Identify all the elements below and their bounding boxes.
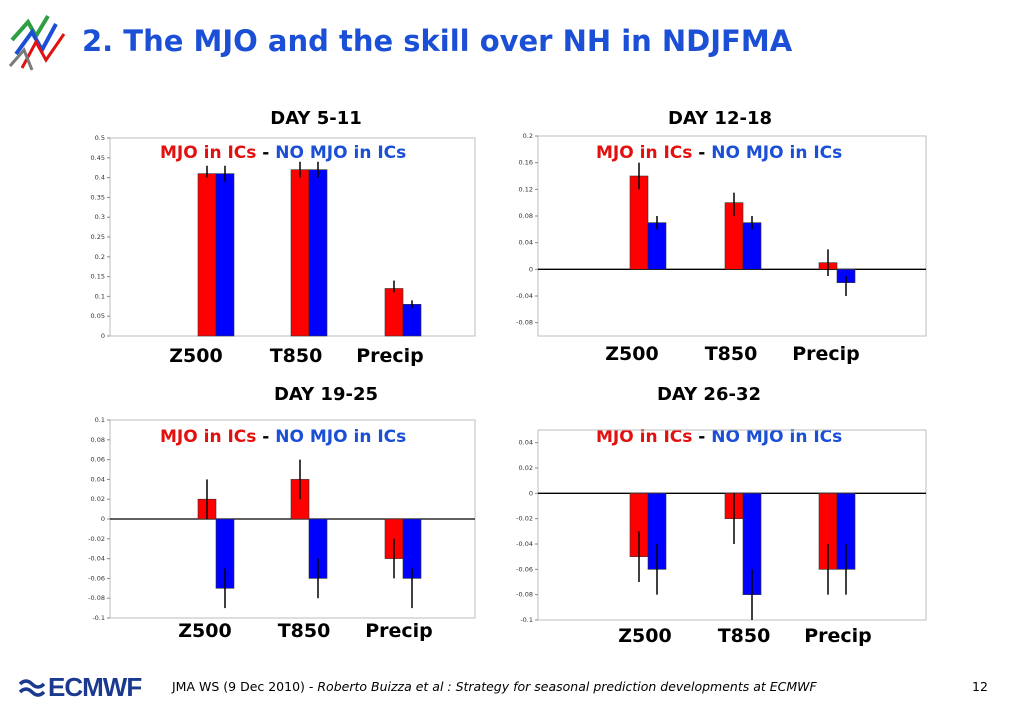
- y-tick-label: 0.08: [519, 212, 533, 220]
- footer-prefix: JMA WS (9 Dec 2010) -: [172, 679, 318, 694]
- y-tick-label: 0: [101, 515, 105, 523]
- page-number: 12: [972, 679, 988, 694]
- y-tick-label: -0.08: [516, 591, 533, 599]
- chart-day-19-25: -0.1-0.08-0.06-0.04-0.0200.020.040.060.0…: [88, 416, 476, 622]
- y-tick-label: 0.02: [519, 464, 533, 472]
- y-tick-label: -0.06: [88, 574, 105, 582]
- legend-separator: -: [692, 427, 712, 447]
- legend-mjo: MJO in ICs: [596, 143, 693, 163]
- bar-no-mjo: [647, 222, 667, 270]
- y-tick-label: -0.1: [92, 614, 105, 622]
- footer-italic: Roberto Buizza et al : Strategy for seas…: [317, 679, 817, 694]
- legend-panel-4: MJO in ICs - NO MJO in ICs: [596, 427, 842, 447]
- legend-panel-1: MJO in ICs - NO MJO in ICs: [160, 143, 406, 163]
- y-tick-label: 0: [529, 265, 533, 273]
- y-tick-label: -0.04: [516, 540, 533, 548]
- y-tick-label: -0.04: [516, 292, 533, 300]
- legend-mjo: MJO in ICs: [596, 427, 693, 447]
- y-tick-label: 0.2: [95, 253, 105, 261]
- y-tick-label: -0.04: [88, 555, 105, 563]
- category-label: Z500: [605, 343, 659, 365]
- y-tick-label: -0.02: [516, 515, 533, 523]
- panel-title-day-26-32: DAY 26-32: [656, 384, 762, 405]
- bar-no-mjo: [402, 304, 422, 337]
- y-tick-label: 0.12: [519, 185, 533, 193]
- slide-title: 2. The MJO and the skill over NH in NDJF…: [82, 24, 793, 58]
- y-tick-label: 0: [529, 489, 533, 497]
- legend-mjo: MJO in ICs: [160, 143, 257, 163]
- legend-no-mjo: NO MJO in ICs: [711, 427, 843, 447]
- panel-title-day-5-11: DAY 5-11: [270, 108, 362, 129]
- legend-separator: -: [256, 143, 276, 163]
- y-tick-label: 0.06: [91, 456, 105, 464]
- legend-panel-3: MJO in ICs - NO MJO in ICs: [160, 427, 406, 447]
- bar-no-mjo: [308, 169, 328, 337]
- y-tick-label: 0.35: [91, 193, 105, 201]
- y-tick-label: 0.4: [95, 174, 105, 182]
- legend-mjo: MJO in ICs: [160, 427, 257, 447]
- y-tick-label: -0.08: [88, 594, 105, 602]
- legend-separator: -: [692, 143, 712, 163]
- plot-frame: [537, 135, 927, 337]
- chart-day-5-11: 0 0.05 0.1 0.15 0.2 0.25 0.3 0.35 0.4 0.45 0.5: [91, 134, 476, 340]
- category-label: Z500: [178, 620, 232, 642]
- y-tick-label: 0.15: [91, 273, 105, 281]
- y-tick-label: 0.5: [95, 134, 105, 142]
- y-tick-label: 0.08: [91, 436, 105, 444]
- ecmwf-logo-text: ECMWF: [48, 672, 142, 702]
- legend-separator: -: [256, 427, 276, 447]
- chart-day-26-32: -0.1 -0.08 -0.06 -0.04 -0.02 0 0.02 0.04: [516, 429, 927, 624]
- category-label: Precip: [804, 625, 872, 647]
- y-tick-label: 0.3: [95, 213, 105, 221]
- bar-mjo: [197, 173, 217, 337]
- y-tick-label: -0.1: [520, 616, 533, 624]
- y-tick-label: 0.45: [91, 154, 105, 162]
- y-tick-label: 0.02: [91, 495, 105, 503]
- legend-no-mjo: NO MJO in ICs: [711, 143, 843, 163]
- category-labels-panel-4: Z500 T850 Precip: [0, 625, 1023, 649]
- chart-day-12-18: -0.08 -0.04 0 0.04 0.08 0.12 0.16 0.2: [516, 132, 927, 337]
- y-tick-label: -0.06: [516, 565, 533, 573]
- y-tick-label: 0: [101, 332, 105, 340]
- y-tick-label: 0.04: [519, 239, 533, 247]
- category-label: T850: [704, 343, 758, 365]
- bar-no-mjo: [215, 173, 235, 337]
- category-label: T850: [269, 345, 323, 367]
- category-label: Z500: [618, 625, 672, 647]
- y-tick-label: 0.16: [519, 159, 533, 167]
- category-labels-panel-1: Z500 T850 Precip: [0, 345, 1023, 369]
- y-tick-label: 0.04: [91, 475, 105, 483]
- y-tick-label: 0.2: [523, 132, 533, 140]
- y-tick-label: 0.1: [95, 416, 105, 424]
- category-labels-panel-3: Z500 T850 Precip: [0, 620, 1023, 644]
- y-tick-label: 0.25: [91, 233, 105, 241]
- panel-title-day-19-25: DAY 19-25: [273, 384, 379, 405]
- category-label: T850: [277, 620, 331, 642]
- bar-mjo: [629, 175, 649, 270]
- legend-no-mjo: NO MJO in ICs: [275, 143, 407, 163]
- bar-mjo: [290, 169, 310, 337]
- ecmwf-logo-icon: [18, 679, 46, 697]
- legend-panel-2: MJO in ICs - NO MJO in ICs: [596, 143, 842, 163]
- y-tick-label: -0.02: [88, 535, 105, 543]
- conference-logo-icon: [8, 14, 66, 71]
- y-tick-label: 0.1: [95, 292, 105, 300]
- y-tick-label: 0.04: [519, 439, 533, 447]
- bar-no-mjo: [742, 222, 762, 270]
- category-label: Precip: [365, 620, 433, 642]
- category-label: T850: [717, 625, 771, 647]
- plot-frame: [537, 429, 927, 621]
- category-label: Precip: [792, 343, 860, 365]
- footer-text: JMA WS (9 Dec 2010) - Roberto Buizza et …: [172, 679, 817, 694]
- category-labels-panel-2: Z500 T850 Precip: [0, 343, 1023, 367]
- bar-mjo: [384, 288, 404, 337]
- category-label: Z500: [169, 345, 223, 367]
- category-label: Precip: [356, 345, 424, 367]
- panel-title-day-12-18: DAY 12-18: [667, 108, 773, 129]
- y-tick-label: 0.05: [91, 312, 105, 320]
- y-tick-label: -0.08: [516, 319, 533, 327]
- legend-no-mjo: NO MJO in ICs: [275, 427, 407, 447]
